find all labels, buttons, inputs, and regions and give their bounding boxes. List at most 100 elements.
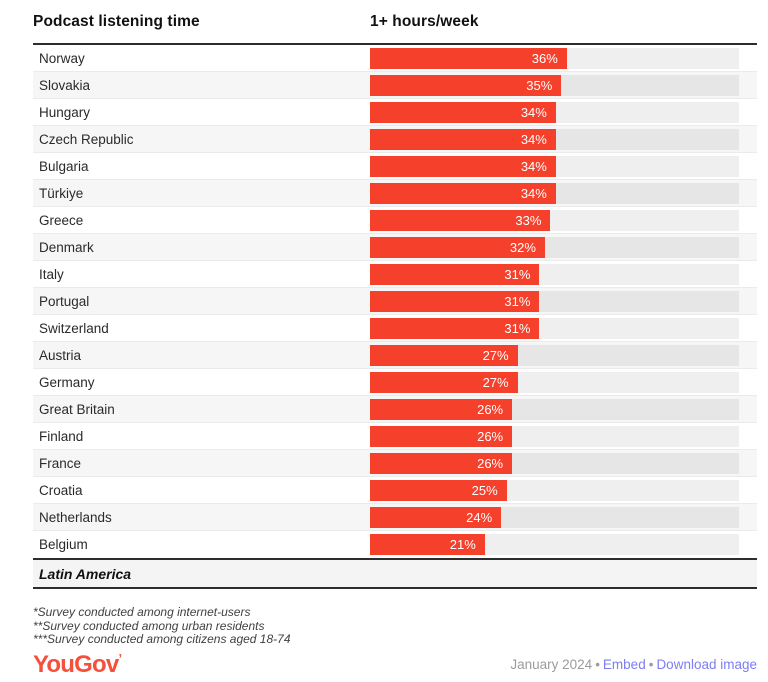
chart-title: Podcast listening time bbox=[33, 13, 200, 30]
table-row: Belgium 21% bbox=[33, 531, 757, 558]
value-bar: 36% bbox=[370, 47, 567, 69]
value-label: 32% bbox=[509, 239, 536, 255]
footnote-line: **Survey conducted among urban residents bbox=[33, 618, 265, 633]
country-label: Portugal bbox=[39, 293, 90, 309]
value-label: 34% bbox=[520, 185, 547, 201]
bar-track: 35% bbox=[370, 74, 739, 96]
bar-track: 34% bbox=[370, 182, 739, 204]
country-label: France bbox=[39, 455, 82, 471]
bar-track: 27% bbox=[370, 344, 739, 366]
section-header-latin-america[interactable]: Latin America bbox=[33, 558, 757, 589]
footnote-line: ***Survey conducted among citizens aged … bbox=[33, 632, 291, 646]
value-label: 31% bbox=[504, 266, 531, 282]
table-row: Denmark 32% bbox=[33, 234, 757, 261]
value-label: 33% bbox=[515, 212, 542, 228]
value-label: 27% bbox=[482, 374, 509, 390]
footnote-line: *Survey conducted among internet-users bbox=[33, 605, 251, 619]
value-bar: 34% bbox=[370, 182, 556, 204]
value-label: 26% bbox=[477, 401, 504, 417]
value-label: 26% bbox=[477, 455, 504, 471]
value-bar: 25% bbox=[370, 479, 507, 501]
value-bar: 34% bbox=[370, 155, 556, 177]
value-bar: 34% bbox=[370, 101, 556, 123]
section-label: Latin America bbox=[39, 565, 132, 582]
bullet-separator: • bbox=[648, 657, 654, 672]
value-bar: 26% bbox=[370, 425, 513, 447]
table-row: Norway 36% bbox=[33, 45, 757, 72]
country-label: Hungary bbox=[39, 104, 91, 120]
bar-track: 26% bbox=[370, 398, 739, 420]
country-label: Czech Republic bbox=[39, 131, 134, 147]
value-label: 34% bbox=[520, 104, 547, 120]
value-bar: 27% bbox=[370, 344, 518, 366]
page-footer: YouGov’ January 2024 • Embed • Download imag… bbox=[33, 651, 757, 678]
value-bar: 33% bbox=[370, 209, 551, 231]
table-row: Austria 27% bbox=[33, 342, 757, 369]
value-label: 31% bbox=[504, 320, 531, 336]
country-label: Germany bbox=[39, 374, 95, 390]
value-bar: 21% bbox=[370, 534, 485, 555]
table-row: Germany 27% bbox=[33, 369, 757, 396]
value-column-header: 1+ hours/week bbox=[370, 13, 479, 30]
country-label: Slovakia bbox=[39, 77, 91, 93]
table-row: Czech Republic 34% bbox=[33, 126, 757, 153]
table-row: France 26% bbox=[33, 450, 757, 477]
bar-track: 24% bbox=[370, 506, 739, 528]
bar-track: 26% bbox=[370, 425, 739, 447]
value-bar: 27% bbox=[370, 371, 518, 393]
country-label: Finland bbox=[39, 428, 84, 444]
bar-track: 34% bbox=[370, 128, 739, 150]
download-image-link[interactable]: Download image bbox=[656, 657, 757, 672]
bullet-separator: • bbox=[595, 657, 600, 672]
country-label: Austria bbox=[39, 347, 82, 363]
country-label: Croatia bbox=[39, 482, 83, 498]
footnotes: *Survey conducted among internet-users *… bbox=[33, 605, 757, 647]
bar-track: 27% bbox=[370, 371, 739, 393]
value-label: 27% bbox=[482, 347, 509, 363]
country-label: Belgium bbox=[39, 537, 88, 552]
value-label: 31% bbox=[504, 293, 531, 309]
bar-track: 31% bbox=[370, 263, 739, 285]
value-bar: 32% bbox=[370, 236, 545, 258]
bar-track: 33% bbox=[370, 209, 739, 231]
table-row: Finland 26% bbox=[33, 423, 757, 450]
table-row: Switzerland 31% bbox=[33, 315, 757, 342]
value-label: 36% bbox=[531, 50, 558, 66]
value-bar: 31% bbox=[370, 263, 540, 285]
publish-date: January 2024 bbox=[510, 657, 593, 672]
bar-track: 34% bbox=[370, 101, 739, 123]
bar-track: 21% bbox=[370, 534, 739, 555]
table-row: Great Britain 26% bbox=[33, 396, 757, 423]
table-row: Croatia 25% bbox=[33, 477, 757, 504]
value-bar: 34% bbox=[370, 128, 556, 150]
bar-track: 25% bbox=[370, 479, 739, 501]
country-label: Great Britain bbox=[39, 401, 115, 417]
table-row: Greece 33% bbox=[33, 207, 757, 234]
table-row: Portugal 31% bbox=[33, 288, 757, 315]
table-row: Hungary 34% bbox=[33, 99, 757, 126]
value-label: 34% bbox=[520, 131, 547, 147]
value-bar: 31% bbox=[370, 317, 540, 339]
value-bar: 26% bbox=[370, 398, 513, 420]
value-label: 25% bbox=[471, 482, 498, 498]
table-row: Netherlands 24% bbox=[33, 504, 757, 531]
bar-track: 36% bbox=[370, 47, 739, 69]
embed-link[interactable]: Embed bbox=[602, 657, 646, 672]
chart-header: Podcast listening time 1+ hours/week bbox=[33, 13, 757, 45]
bar-track: 26% bbox=[370, 452, 739, 474]
value-label: 35% bbox=[526, 77, 553, 93]
footer-meta: January 2024 • Embed • Download image bbox=[510, 657, 757, 672]
value-bar: 31% bbox=[370, 290, 540, 312]
bar-track: 31% bbox=[370, 317, 739, 339]
table-row: Türkiye 34% bbox=[33, 180, 757, 207]
bar-chart: Norway 36% Slovakia 35% Hungary 34% bbox=[33, 45, 757, 558]
value-bar: 35% bbox=[370, 74, 562, 96]
bar-track: 34% bbox=[370, 155, 739, 177]
country-label: Italy bbox=[39, 266, 64, 282]
country-label: Norway bbox=[39, 50, 85, 66]
value-label: 34% bbox=[520, 158, 547, 174]
table-row: Slovakia 35% bbox=[33, 72, 757, 99]
table-row: Italy 31% bbox=[33, 261, 757, 288]
title-column: Podcast listening time bbox=[33, 13, 370, 31]
